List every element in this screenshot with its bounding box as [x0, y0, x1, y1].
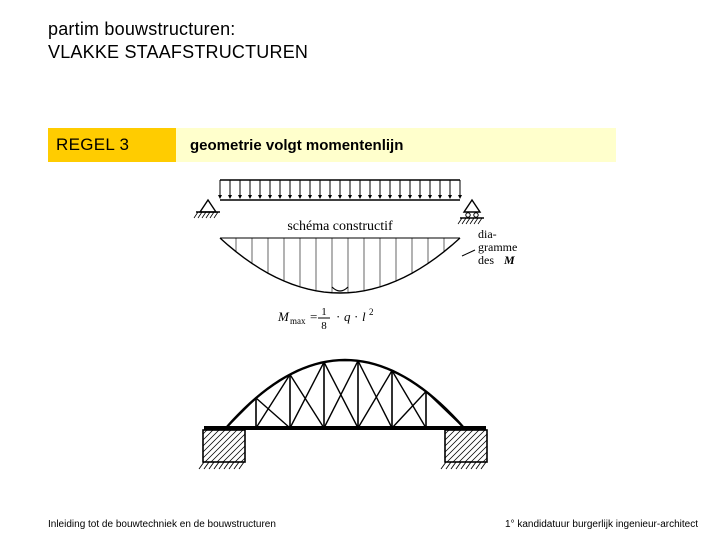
svg-text:M: M [277, 309, 290, 324]
svg-text:·: · [354, 309, 358, 324]
svg-text:max: max [290, 316, 306, 326]
svg-text:M: M [503, 253, 515, 267]
rule-bar: REGEL 3 geometrie volgt momentenlijn [48, 128, 616, 162]
svg-text:l: l [362, 309, 366, 324]
svg-text:8: 8 [321, 320, 327, 332]
footer-right: 1° kandidatuur burgerlijk ingenieur-arch… [505, 519, 698, 530]
title-line-2: VLAKKE STAAFSTRUCTUREN [48, 41, 308, 64]
svg-text:1: 1 [321, 306, 327, 318]
svg-text:schéma constructif: schéma constructif [287, 219, 393, 234]
title-line-1: partim bouwstructuren: [48, 18, 308, 41]
structural-diagram: schéma constructif dia-grammedes M Mmax = 1 8 ·… [160, 170, 560, 490]
svg-text:q: q [344, 309, 351, 324]
svg-text:2: 2 [369, 307, 374, 317]
rule-text: geometrie volgt momentenlijn [176, 128, 616, 162]
slide-title: partim bouwstructuren: VLAKKE STAAFSTRUC… [48, 18, 308, 63]
svg-text:des: des [478, 253, 494, 267]
footer-left: Inleiding tot de bouwtechniek en de bouw… [48, 519, 276, 530]
svg-text:dia-: dia- [478, 227, 497, 241]
diagram-area: schéma constructif dia-grammedes M Mmax = 1 8 ·… [160, 170, 560, 490]
svg-text:=: = [310, 309, 317, 324]
slide-footer: Inleiding tot de bouwtechniek en de bouw… [48, 519, 698, 530]
rule-label: REGEL 3 [48, 128, 176, 162]
svg-text:·: · [336, 309, 340, 324]
svg-text:gramme: gramme [478, 240, 517, 254]
